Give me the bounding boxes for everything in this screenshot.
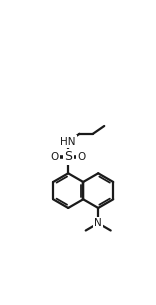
- Text: S: S: [64, 150, 72, 163]
- Text: O: O: [51, 152, 59, 162]
- Text: N: N: [94, 218, 102, 228]
- Text: HN: HN: [60, 137, 76, 147]
- Text: O: O: [78, 152, 86, 162]
